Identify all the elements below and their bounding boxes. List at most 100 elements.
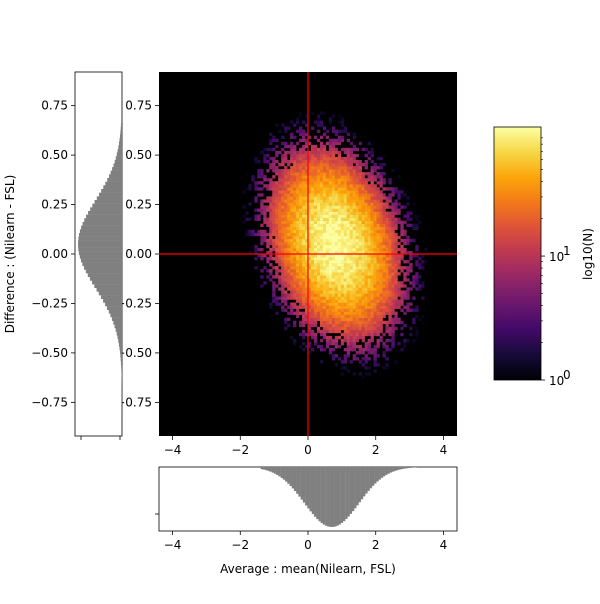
heatmap-cell	[359, 236, 362, 239]
heatmap-cell	[391, 306, 394, 309]
heatmap-cell	[293, 272, 296, 275]
left-marginal-bar	[107, 306, 122, 310]
heatmap-cell	[338, 321, 341, 324]
heatmap-cell	[311, 296, 314, 299]
heatmap-cell	[338, 227, 341, 230]
heatmap-cell	[365, 233, 368, 236]
heatmap-cell	[278, 187, 281, 190]
bottom-marginal-bar	[345, 467, 347, 519]
heatmap-cell	[371, 169, 374, 172]
heatmap-cell	[409, 269, 412, 272]
heatmap-cell	[290, 278, 293, 281]
heatmap-cell	[302, 184, 305, 187]
heatmap-cell	[323, 296, 326, 299]
heatmap-cell	[385, 303, 388, 306]
heatmap-cell	[299, 263, 302, 266]
heatmap-cell	[388, 287, 391, 290]
heatmap-cell	[385, 363, 388, 366]
heatmap-cell	[415, 281, 418, 284]
heatmap-cell	[287, 199, 290, 202]
heatmap-cell	[299, 218, 302, 221]
heatmap-cell	[299, 205, 302, 208]
heatmap-cell	[296, 209, 299, 212]
heatmap-cell	[377, 327, 380, 330]
left-marginal-bar	[120, 130, 122, 134]
heatmap-cell	[272, 175, 275, 178]
heatmap-cell	[299, 157, 302, 160]
heatmap-cell	[397, 303, 400, 306]
heatmap-cell	[332, 266, 335, 269]
heatmap-cell	[242, 221, 245, 224]
heatmap-cell	[278, 199, 281, 202]
heatmap-cell	[391, 257, 394, 260]
heatmap-cell	[281, 181, 284, 184]
heatmap-cell	[341, 202, 344, 205]
heatmap-cell	[245, 212, 248, 215]
heatmap-cell	[281, 205, 284, 208]
bottom-marginal-bar	[361, 467, 363, 499]
heatmap-cell	[371, 172, 374, 175]
heatmap-cell	[284, 175, 287, 178]
heatmap-cell	[296, 269, 299, 272]
heatmap-cell	[377, 199, 380, 202]
heatmap-cell	[338, 163, 341, 166]
heatmap-cell	[368, 306, 371, 309]
heatmap-cell	[374, 224, 377, 227]
heatmap-cell	[254, 257, 257, 260]
heatmap-cell	[281, 221, 284, 224]
heatmap-cell	[406, 202, 409, 205]
heatmap-cell	[362, 290, 365, 293]
heatmap-cell	[353, 233, 356, 236]
heatmap-cell	[353, 202, 356, 205]
heatmap-cell	[391, 272, 394, 275]
heatmap-cell	[293, 190, 296, 193]
heatmap-cell	[299, 111, 302, 114]
heatmap-cell	[269, 278, 272, 281]
heatmap-cell	[383, 315, 386, 318]
heatmap-cell	[317, 121, 320, 124]
heatmap-cell	[302, 315, 305, 318]
heatmap-cell	[317, 178, 320, 181]
heatmap-cell	[388, 236, 391, 239]
heatmap-cell	[329, 227, 332, 230]
heatmap-cell	[388, 290, 391, 293]
heatmap-cell	[371, 272, 374, 275]
heatmap-cell	[314, 321, 317, 324]
heatmap-cell	[421, 284, 424, 287]
heatmap-cell	[377, 278, 380, 281]
heatmap-cell	[371, 248, 374, 251]
heatmap-cell	[403, 233, 406, 236]
heatmap-cell	[409, 287, 412, 290]
heatmap-cell	[371, 281, 374, 284]
bottom-marginal-bar	[407, 467, 409, 468]
heatmap-cell	[385, 284, 388, 287]
heatmap-cell	[326, 142, 329, 145]
heatmap-cell	[409, 257, 412, 260]
heatmap-cell	[314, 339, 317, 342]
heatmap-cell	[347, 303, 350, 306]
heatmap-cell	[344, 209, 347, 212]
heatmap-cell	[329, 272, 332, 275]
heatmap-cell	[290, 303, 293, 306]
heatmap-cell	[332, 127, 335, 130]
heatmap-cell	[326, 284, 329, 287]
heatmap-cell	[371, 293, 374, 296]
heatmap-cell	[347, 133, 350, 136]
heatmap-cell	[299, 184, 302, 187]
heatmap-cell	[266, 178, 269, 181]
heatmap-cell	[385, 275, 388, 278]
heatmap-cell	[296, 193, 299, 196]
heatmap-cell	[278, 209, 281, 212]
heatmap-cell	[385, 212, 388, 215]
heatmap-cell	[311, 184, 314, 187]
heatmap-cell	[350, 202, 353, 205]
heatmap-cell	[329, 269, 332, 272]
heatmap-cell	[397, 260, 400, 263]
heatmap-cell	[275, 184, 278, 187]
heatmap-cell	[278, 257, 281, 260]
heatmap-cell	[314, 242, 317, 245]
heatmap-cell	[320, 303, 323, 306]
heatmap-cell	[377, 175, 380, 178]
heatmap-cell	[362, 224, 365, 227]
heatmap-cell	[275, 269, 278, 272]
